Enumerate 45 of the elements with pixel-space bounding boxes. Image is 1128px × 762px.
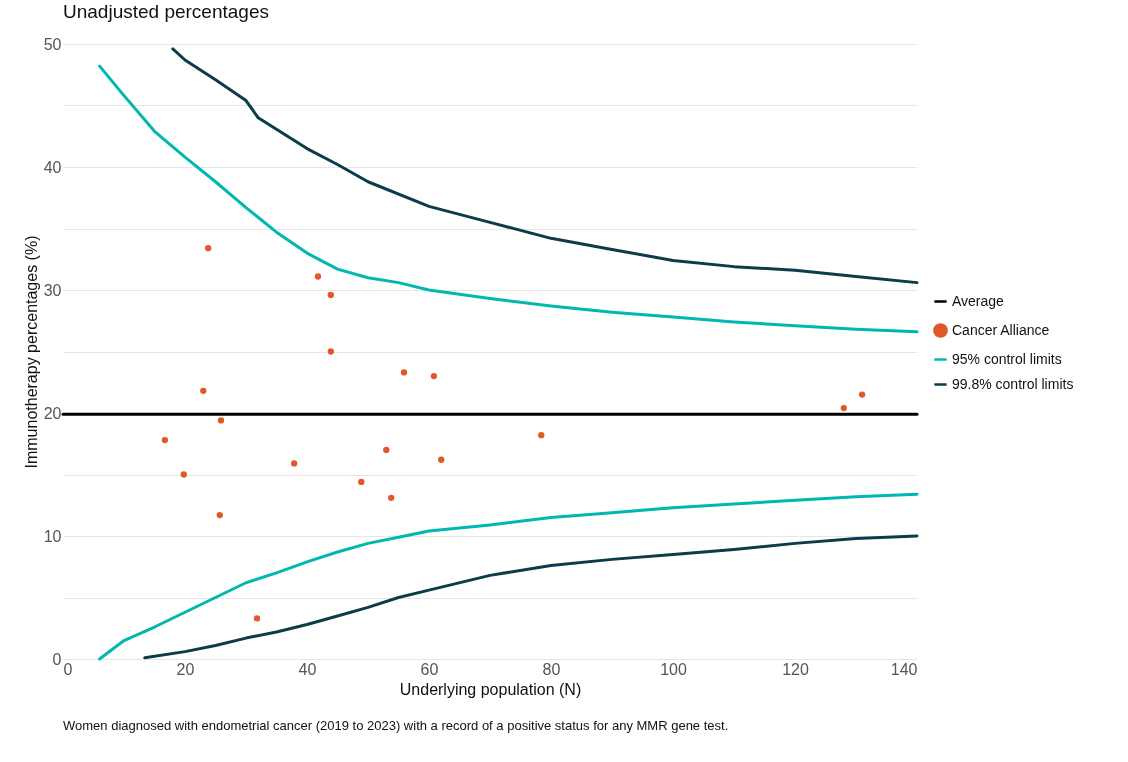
point <box>291 460 298 467</box>
point <box>388 494 395 502</box>
point <box>200 387 207 395</box>
x-tick-label: 80 <box>542 660 561 678</box>
point <box>430 372 438 380</box>
line-series <box>171 47 919 285</box>
point <box>438 456 445 463</box>
line-series <box>98 492 919 661</box>
point <box>161 436 169 444</box>
y-tick-label: 20 <box>43 404 62 422</box>
legend-label: Cancer Alliance <box>952 321 1050 338</box>
point <box>327 348 334 355</box>
point <box>205 245 212 252</box>
x-axis-title: Underlying population (N) <box>399 680 582 698</box>
point <box>400 369 408 376</box>
text: Women diagnosed with endometrial cancer (2019 to 2023) with a record of a positive status for any MMR gene test. <box>63 717 730 735</box>
point <box>253 615 261 622</box>
point <box>358 478 365 486</box>
point <box>314 273 322 280</box>
legend-label: Average <box>952 292 1005 309</box>
chart-title: Unadjusted percentages <box>63 1 269 22</box>
y-axis-title: Immunotherapy percentages (%) <box>22 235 40 469</box>
line-series <box>143 534 919 660</box>
point <box>538 431 545 439</box>
x-tick-label: 40 <box>298 660 317 678</box>
point <box>217 417 225 424</box>
y-tick-label: 30 <box>43 281 62 299</box>
legend-label: 95% control limits <box>952 350 1062 367</box>
point <box>327 291 334 299</box>
x-tick-label: 20 <box>176 660 195 678</box>
line-series <box>98 64 919 334</box>
point <box>858 391 866 398</box>
x-tick-label: 60 <box>420 660 439 678</box>
y-tick-label: 10 <box>43 527 62 545</box>
y-tick-label: 50 <box>43 35 62 53</box>
point <box>383 446 390 454</box>
x-tick-label: 0 <box>63 660 73 678</box>
point <box>840 404 847 412</box>
point <box>216 511 223 519</box>
x-tick-label: 100 <box>660 660 687 678</box>
point <box>180 471 187 478</box>
x-tick-label: 120 <box>782 660 809 678</box>
y-tick-label: 40 <box>43 158 62 176</box>
legend-label: 99.8% control limits <box>952 375 1074 392</box>
x-tick-label: 140 <box>890 660 918 678</box>
